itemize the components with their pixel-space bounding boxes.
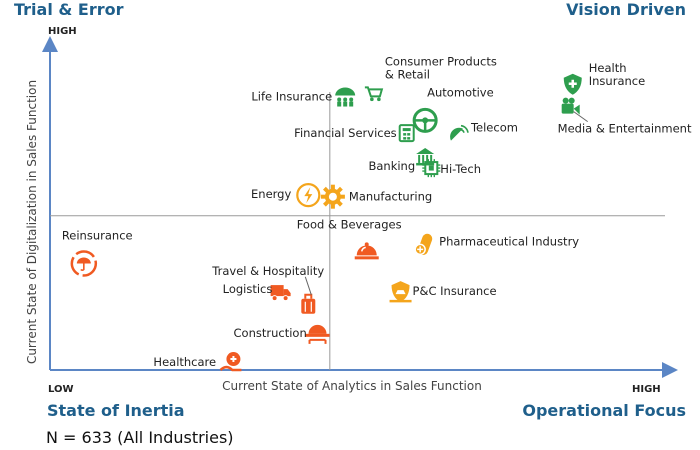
- leader-line: [573, 111, 588, 123]
- point-label: Life Insurance: [251, 90, 332, 104]
- chart-point: Financial Services: [294, 124, 415, 143]
- point-label: P&C Insurance: [413, 284, 497, 298]
- chart-points: Consumer Products & Retail Life Insurance A…: [62, 54, 692, 372]
- quadrant-label-state-of-inertia: State of Inertia: [47, 401, 185, 420]
- y-axis-title: Current State of Digitalization in Sales…: [25, 80, 39, 364]
- x-axis-high-label: HIGH: [632, 384, 661, 395]
- x-axis-title: Current State of Analytics in Sales Func…: [222, 379, 482, 393]
- point-label: Healthcare: [153, 355, 216, 369]
- video-camera-icon: [561, 97, 580, 115]
- point-label: Logistics: [223, 282, 273, 296]
- calculator-icon: [398, 124, 415, 143]
- chart-point: Consumer Products & Retail: [364, 54, 497, 102]
- chart-point: Media & Entertainment: [558, 97, 692, 136]
- quadrant-label-trial-and-error: Trial & Error: [14, 0, 124, 19]
- point-label: Food & Beverages: [297, 217, 402, 231]
- leader-line: [304, 276, 312, 295]
- shield-cross-icon: [563, 73, 582, 95]
- point-label: Banking: [368, 159, 415, 173]
- umbrella-cycle-icon: [70, 250, 98, 277]
- food-cloche-icon: [354, 242, 379, 260]
- point-label: Consumer Products & Retail: [385, 54, 497, 81]
- x-axis-low-label: LOW: [48, 384, 74, 395]
- chart-point: Health Insurance: [563, 61, 645, 95]
- axes: Current State of Analytics in Sales Func…: [25, 36, 678, 393]
- point-label: Automotive: [427, 85, 494, 99]
- chart-point: Healthcare: [153, 352, 242, 372]
- sample-size-note: N = 633 (All Industries): [46, 428, 234, 447]
- point-label: Energy: [251, 187, 291, 201]
- point-label: Construction: [234, 326, 307, 340]
- quadrant-label-vision-driven: Vision Driven: [566, 0, 686, 19]
- chart-point: Food & Beverages: [297, 217, 402, 260]
- lightning-icon: [296, 183, 321, 208]
- chart-point: Hi-Tech: [422, 159, 481, 178]
- chart-point: Life Insurance: [251, 87, 356, 107]
- point-label: Travel & Hospitality: [211, 264, 324, 278]
- point-label: Hi-Tech: [440, 162, 481, 176]
- chart-point: Reinsurance: [62, 228, 133, 277]
- chart-point: Travel & Hospitality: [211, 264, 324, 314]
- point-label: Health Insurance: [589, 61, 645, 88]
- car-shield-icon: [389, 281, 412, 303]
- point-label: Manufacturing: [349, 190, 432, 204]
- point-label: Financial Services: [294, 126, 397, 140]
- shopping-cart-icon: [364, 86, 384, 102]
- umbrella-family-icon: [335, 87, 356, 107]
- point-label: Media & Entertainment: [558, 122, 692, 136]
- chart-point: Telecom: [450, 121, 518, 141]
- pill-icon: [414, 233, 433, 256]
- chart-point: Energy: [251, 183, 321, 208]
- quadrant-label-operational-focus: Operational Focus: [522, 401, 686, 420]
- truck-icon: [270, 285, 291, 302]
- point-label: Pharmaceutical Industry: [439, 234, 579, 248]
- hand-cross-icon: [219, 352, 242, 372]
- chart-point: P&C Insurance: [389, 281, 497, 303]
- luggage-icon: [301, 293, 316, 314]
- chart-point: Construction: [234, 324, 330, 344]
- satellite-dish-icon: [450, 124, 469, 141]
- chart-point: Banking: [368, 147, 435, 173]
- y-axis-high-label: HIGH: [48, 26, 77, 37]
- point-label: Telecom: [470, 121, 518, 135]
- chart-point: Pharmaceutical Industry: [414, 233, 579, 256]
- point-label: Reinsurance: [62, 228, 133, 242]
- chart-point: Manufacturing: [320, 184, 432, 209]
- chart-point: Logistics: [223, 282, 291, 302]
- chart-point: Automotive: [412, 85, 494, 133]
- microchip-icon: [422, 159, 441, 178]
- hard-hat-icon: [305, 324, 330, 344]
- steering-wheel-icon: [412, 107, 438, 133]
- gear-icon: [320, 184, 345, 209]
